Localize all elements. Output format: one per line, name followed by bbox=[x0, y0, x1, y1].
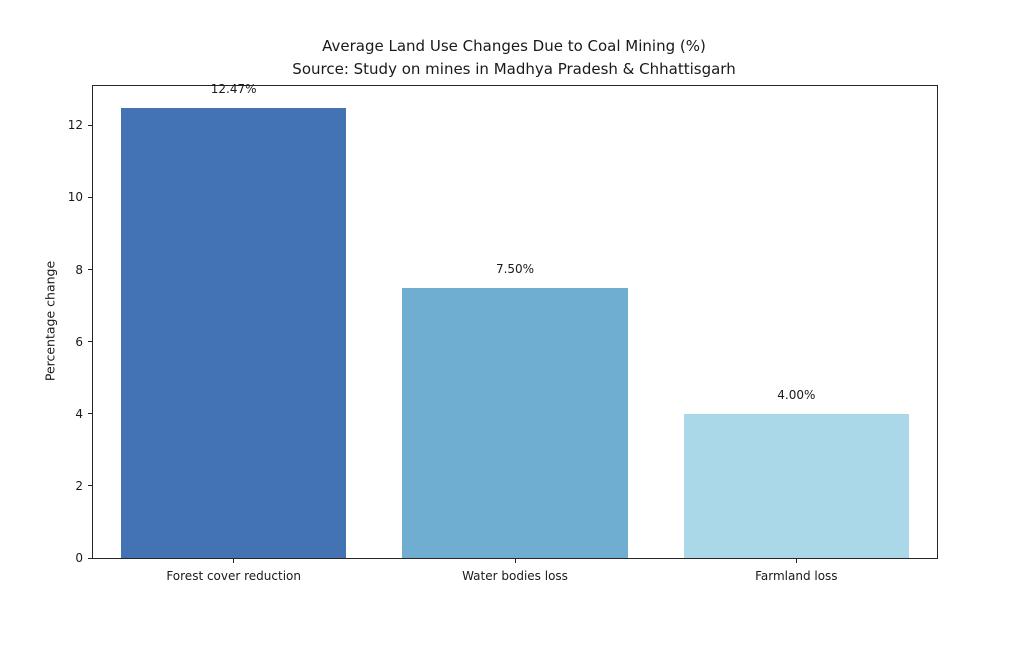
x-tick bbox=[514, 558, 516, 563]
bar-forest-cover-reduction bbox=[121, 108, 347, 558]
chart-subtitle: Source: Study on mines in Madhya Pradesh… bbox=[292, 60, 736, 78]
bar-farmland-loss bbox=[683, 413, 909, 558]
y-tick-label: 0 bbox=[75, 551, 83, 565]
x-tick-label: Forest cover reduction bbox=[166, 569, 301, 583]
x-tick bbox=[233, 558, 235, 563]
y-tick bbox=[88, 485, 93, 487]
y-tick bbox=[88, 269, 93, 271]
y-tick-label: 10 bbox=[67, 190, 83, 205]
y-tick bbox=[88, 341, 93, 343]
bar-value-label: 4.00% bbox=[777, 387, 816, 402]
x-tick-label: Water bodies loss bbox=[462, 569, 568, 583]
plot-area: 0 2 4 6 8 10 12 12.47% Forest cover reduction 7.5… bbox=[68, 82, 938, 583]
bar-value-label: 7.50% bbox=[495, 261, 535, 276]
x-tick bbox=[795, 558, 797, 563]
y-tick bbox=[88, 124, 93, 126]
y-tick-label: 4 bbox=[75, 406, 83, 421]
y-tick-label: 6 bbox=[75, 334, 83, 349]
chart-title-line1: Average Land Use Changes Due to Coal Min… bbox=[322, 37, 706, 55]
x-tick-label: Farmland loss bbox=[755, 569, 838, 583]
y-tick bbox=[88, 413, 93, 415]
chart-title: Average Land Use Changes Due to Coal Min… bbox=[92, 35, 936, 81]
y-tick bbox=[88, 557, 93, 559]
y-tick-label: 12 bbox=[67, 118, 83, 133]
y-tick-label: 8 bbox=[75, 262, 83, 277]
bar-water-bodies-loss bbox=[402, 287, 628, 558]
y-tick bbox=[88, 196, 93, 198]
y-tick-label: 2 bbox=[75, 478, 83, 493]
bar-value-label: 12.47% bbox=[210, 82, 257, 97]
y-axis-label: Percentage change bbox=[42, 260, 58, 382]
